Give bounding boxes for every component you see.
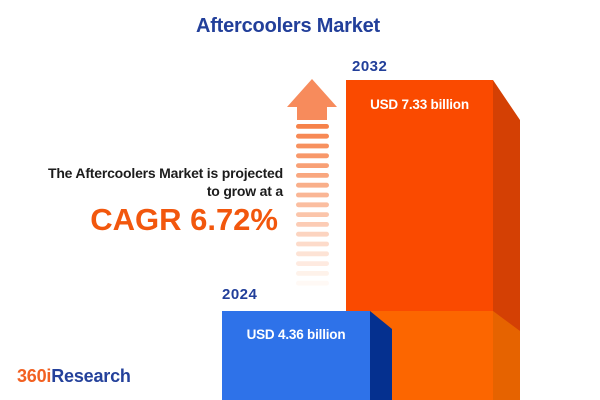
page-title: Aftercoolers Market xyxy=(195,15,381,37)
growth-arrow-dash xyxy=(296,163,329,168)
projection-text: The Aftercoolers Market is projected to … xyxy=(0,164,283,238)
growth-arrow-dash xyxy=(296,182,329,188)
growth-arrow-dash xyxy=(296,173,329,178)
growth-arrow-dash xyxy=(296,261,329,266)
growth-arrow-dash xyxy=(296,251,329,257)
bar-2024-value-label: USD 4.36 billion xyxy=(246,327,346,342)
cagr-value: CAGR 6.72% xyxy=(90,202,278,237)
bar-2032-side-upper xyxy=(493,80,520,332)
bar-2032-side-lower xyxy=(493,311,520,400)
brand-logo: 360iResearch xyxy=(17,366,131,387)
projection-line1: The Aftercoolers Market is projected xyxy=(47,165,283,181)
growth-arrow-dash xyxy=(296,143,329,149)
growth-arrow-dash xyxy=(296,192,329,198)
bar-2024 xyxy=(222,311,392,400)
growth-arrow-dash xyxy=(296,231,329,237)
projection-line2: to grow at a xyxy=(206,183,283,199)
growth-arrow-dash xyxy=(296,271,329,276)
growth-arrow-icon xyxy=(287,79,337,286)
growth-arrow-dash xyxy=(296,280,329,286)
bar-2024-front xyxy=(222,311,370,400)
bar-2024-side xyxy=(370,311,392,400)
bar-2032-value-label: USD 7.33 billion xyxy=(370,97,469,112)
growth-arrow-dash xyxy=(296,133,329,139)
bar-2024-year-label: 2024 xyxy=(222,286,258,303)
bar-2032-front-upper xyxy=(346,80,493,312)
growth-arrow-head xyxy=(287,79,337,120)
growth-arrow-dash xyxy=(296,212,329,217)
growth-arrow-dash xyxy=(296,222,329,227)
growth-arrow-dash xyxy=(296,153,329,159)
growth-arrow-dash xyxy=(296,202,329,208)
growth-arrow-dash xyxy=(296,124,329,129)
bar-2032-year-label: 2032 xyxy=(352,58,388,75)
growth-arrow-dashes xyxy=(296,124,329,286)
logo-suffix-research: Research xyxy=(51,366,131,386)
growth-arrow-dash xyxy=(296,241,329,247)
logo-prefix-360i: 360i xyxy=(17,366,52,386)
